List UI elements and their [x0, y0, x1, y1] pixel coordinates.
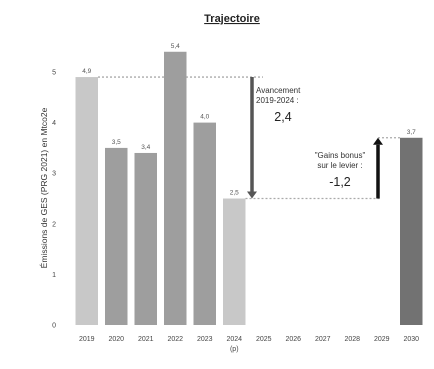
data-label-2019: 4,9	[82, 68, 91, 75]
annotation-1-value: 2,4	[274, 110, 291, 124]
data-label-2020: 3,5	[112, 139, 121, 146]
data-labels: 4,9 3,5 3,4 5,4 4,0 2,5 3,7	[82, 43, 416, 197]
x-tick-label-2022: 2022	[167, 336, 183, 343]
bar-2021	[134, 152, 157, 325]
data-label-2022: 5,4	[171, 43, 180, 50]
x-tick-label-2028: 2028	[344, 336, 360, 343]
x-tick-label-2030: 2030	[403, 336, 419, 343]
x-tick-label-2023: 2023	[197, 336, 213, 343]
x-tick-label-2029: 2029	[374, 336, 390, 343]
annotation-2-value: -1,2	[329, 175, 351, 189]
bar-2020	[105, 147, 128, 325]
y-tick-label: 5	[52, 70, 56, 77]
x-tick-labels: 2019 2020 2021 2022 2023 2024 (p) 2025 2026 2027 2…	[79, 336, 419, 353]
bar-2019	[75, 77, 98, 325]
bar-2024	[223, 198, 246, 325]
arrow-head-1	[247, 191, 257, 199]
x-tick-label-2019: 2019	[79, 336, 95, 343]
y-tick-labels: 0 1 2 3 4 5	[52, 70, 56, 330]
x-tick-label-2025: 2025	[256, 336, 272, 343]
bars	[75, 51, 423, 325]
bar-2023	[193, 122, 216, 325]
x-tick-label-2026: 2026	[285, 336, 301, 343]
y-tick-label: 4	[52, 120, 56, 127]
annotation-1-line-1: Avancement	[256, 86, 301, 95]
annotation-2-line-2: sur le levier :	[317, 161, 362, 170]
y-axis-label: Émissions de GES (PRG 2021) en Mtco2e	[39, 107, 49, 268]
bar-2030	[400, 137, 423, 325]
data-label-2030: 3,7	[407, 129, 416, 136]
y-tick-label: 1	[52, 272, 56, 279]
x-tick-label-2021: 2021	[138, 336, 154, 343]
y-tick-label: 0	[52, 323, 56, 330]
bar-2022	[164, 51, 187, 325]
annotation-1-line-2: 2019-2024 :	[256, 96, 299, 105]
x-tick-label-2024: 2024	[226, 336, 242, 343]
y-tick-label: 3	[52, 171, 56, 178]
data-label-2023: 4,0	[200, 114, 209, 121]
x-tick-sublabel-2024: (p)	[230, 346, 239, 353]
y-tick-label: 2	[52, 221, 56, 228]
arrow-head-2	[373, 137, 383, 145]
chart-title: Trajectoire	[204, 13, 260, 25]
annotation-2-line-1: "Gains bonus"	[315, 151, 366, 160]
x-tick-label-2027: 2027	[315, 336, 331, 343]
data-label-2024: 2,5	[230, 190, 239, 197]
reference-lines	[98, 76, 400, 200]
data-label-2021: 3,4	[141, 144, 150, 151]
x-tick-label-2020: 2020	[108, 336, 124, 343]
